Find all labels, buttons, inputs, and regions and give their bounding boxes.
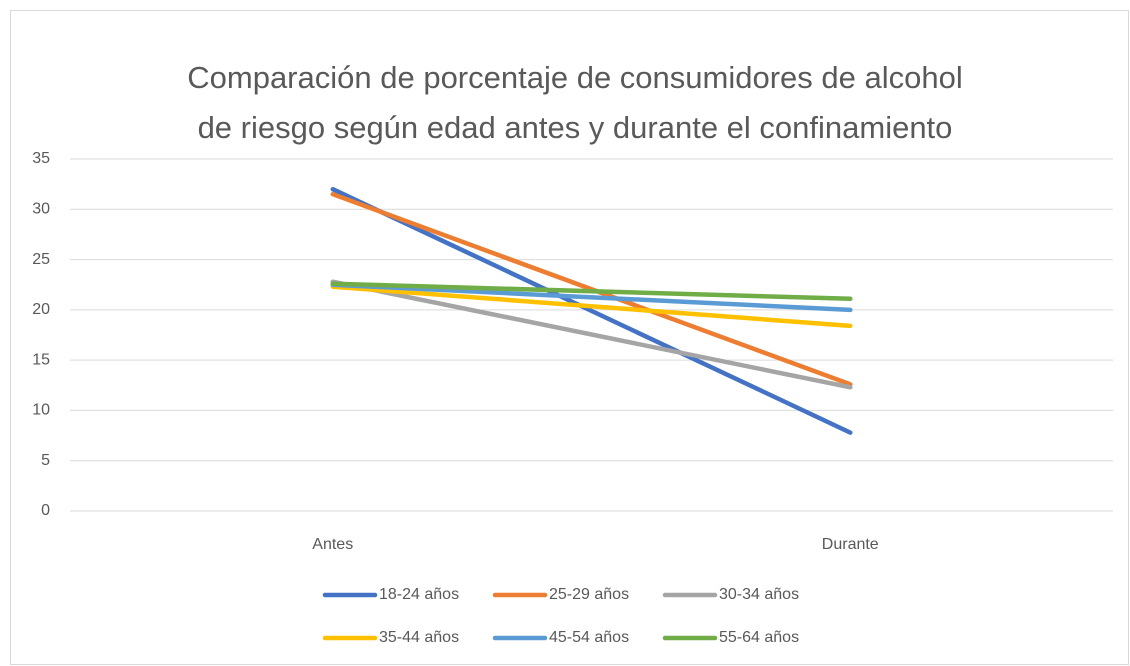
y-tick-label: 25 [32,251,50,268]
y-tick-label: 30 [32,201,50,218]
y-tick-label: 10 [32,402,50,419]
legend-label: 18-24 años [379,586,459,603]
y-tick-label: 5 [41,452,50,469]
legend-label: 55-64 años [719,629,799,646]
series-line [330,281,853,302]
y-tick-label: 35 [32,150,50,167]
series-line [330,284,853,329]
series-line [330,186,853,435]
y-tick-label: 15 [32,351,50,368]
x-tick-label: Durante [822,536,879,553]
chart-title: Comparación de porcentaje de consumidore… [187,60,962,95]
legend-label: 30-34 años [719,586,799,603]
y-tick-label: 0 [41,502,50,519]
series-line [330,279,853,390]
x-tick-label: Antes [312,536,353,553]
chart-title: de riesgo según edad antes y durante el … [198,110,953,145]
legend-label: 35-44 años [379,629,459,646]
legend-label: 45-54 años [549,629,629,646]
chart-border [10,10,1129,665]
y-tick-label: 20 [32,301,50,318]
legend-label: 25-29 años [549,586,629,603]
series-line [330,282,853,313]
